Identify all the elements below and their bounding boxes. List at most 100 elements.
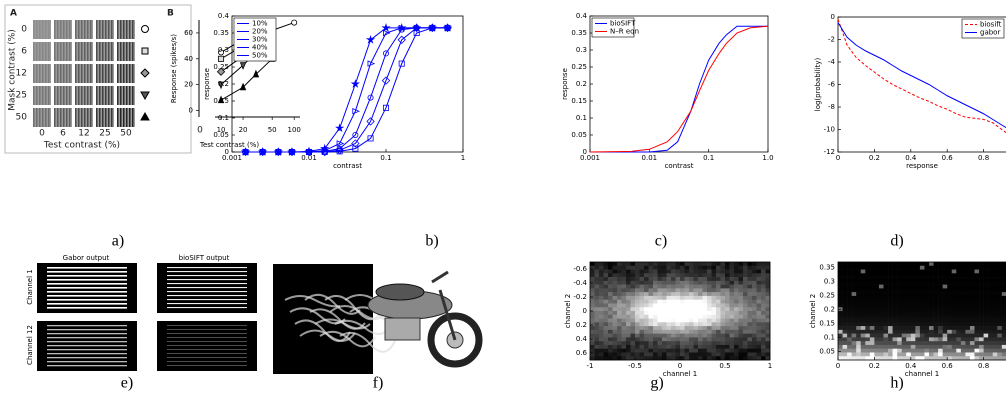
heatmap-cell: [702, 337, 708, 342]
x-tick-label: 0: [836, 362, 840, 370]
x-tick-label: 1: [768, 362, 772, 370]
heatmap-cell: [919, 288, 925, 293]
heatmap-cell: [878, 307, 884, 312]
heatmap-cell: [725, 348, 730, 353]
heatmap-cell: [929, 284, 934, 289]
heatmap-cell: [608, 322, 613, 327]
heatmap-cell: [761, 337, 766, 342]
heatmap-cell: [612, 269, 618, 274]
heatmap-cell: [648, 292, 654, 297]
heatmap-cell: [942, 277, 948, 282]
marker: [239, 82, 247, 91]
heatmap-cell: [947, 311, 953, 316]
heatmap-cell: [933, 326, 939, 331]
heatmap-cell: [734, 341, 739, 346]
heatmap-cell: [997, 265, 1003, 270]
heatmap-cell: [716, 273, 721, 278]
heatmap-cell: [860, 288, 866, 293]
heatmap-cell: [729, 295, 735, 300]
output-stripe: [47, 271, 127, 273]
heatmap-cell: [657, 341, 663, 346]
heatmap-cell: [838, 344, 843, 349]
heatmap-cell: [675, 344, 681, 349]
heatmap-cell: [1001, 269, 1006, 274]
heatmap-cell: [910, 352, 916, 357]
heatmap-cell: [947, 326, 953, 331]
edge-swirl: [319, 330, 376, 348]
heatmap-cell: [608, 273, 613, 278]
heatmap-cell: [657, 314, 663, 319]
heatmap-cell: [910, 307, 916, 312]
heatmap-cell: [960, 288, 966, 293]
heatmap-cell: [648, 303, 654, 308]
heatmap-cell: [997, 318, 1003, 323]
heatmap-cell: [590, 292, 595, 297]
output-stripe: [47, 303, 127, 305]
heatmap-cell: [960, 326, 966, 331]
heatmap-cell: [648, 341, 654, 346]
heatmap-cell: [590, 307, 595, 312]
heatmap-cell: [865, 337, 871, 342]
heatmap-cell: [720, 352, 726, 357]
heatmap-cell: [648, 333, 654, 338]
heatmap-cell: [942, 288, 948, 293]
output-stripe: [167, 357, 247, 358]
heatmap-cell: [725, 326, 730, 331]
heatmap-cell: [675, 311, 681, 316]
heatmap-cell: [842, 303, 848, 308]
heatmap-cell: [997, 307, 1003, 312]
heatmap-cell: [743, 329, 748, 334]
heatmap-cell: [738, 341, 744, 346]
heatmap-cell: [924, 303, 930, 308]
heatmap-cell: [897, 318, 902, 323]
heatmap-cell: [938, 299, 943, 304]
heatmap-cell: [933, 318, 939, 323]
heatmap-cell: [720, 344, 726, 349]
grating-patch: [75, 42, 93, 61]
heatmap-cell: [897, 288, 902, 293]
heatmap-cell: [915, 333, 921, 338]
heatmap-cell: [847, 292, 852, 297]
marker: [252, 69, 260, 78]
heatmap-cell: [657, 265, 663, 270]
heatmap-cell: [888, 344, 893, 349]
heatmap-cell: [1001, 284, 1006, 289]
heatmap-cell: [671, 299, 676, 304]
heatmap-cell: [997, 262, 1003, 267]
heatmap-cell: [594, 348, 600, 353]
heatmap-cell: [860, 299, 866, 304]
heatmap-cell: [847, 262, 852, 267]
heatmap-cell: [992, 311, 998, 316]
heatmap-cell: [851, 337, 857, 342]
heatmap-cell: [851, 314, 857, 319]
heatmap-cell: [956, 318, 962, 323]
heatmap-cell: [897, 284, 902, 289]
heatmap-cell: [617, 314, 622, 319]
marker: [398, 60, 405, 67]
heatmap-cell: [662, 307, 667, 312]
x-axis-label: Test contrast (%): [199, 141, 259, 149]
heatmap-cell: [997, 284, 1003, 289]
row-label: 50: [16, 113, 28, 123]
heatmap-cell: [951, 269, 957, 274]
heatmap-cell: [929, 356, 934, 361]
heatmap-cell: [992, 269, 998, 274]
heatmap-cell: [617, 337, 622, 342]
heatmap-cell: [974, 265, 980, 270]
heatmap-cell: [1001, 326, 1006, 331]
heatmap-cell: [621, 303, 627, 308]
heatmap-cell: [743, 322, 748, 327]
heatmap-cell: [924, 344, 930, 349]
heatmap-cell: [960, 273, 966, 278]
heatmap-cell: [617, 348, 622, 353]
heatmap-cell: [684, 337, 690, 342]
heatmap-cell: [617, 288, 622, 293]
heatmap-cell: [869, 280, 875, 285]
heatmap-cell: [725, 295, 730, 300]
heatmap-cell: [698, 284, 703, 289]
heatmap-cell: [599, 288, 604, 293]
heatmap-cell: [743, 352, 748, 357]
heatmap-cell: [919, 333, 925, 338]
heatmap-cell: [969, 273, 975, 278]
heatmap-cell: [965, 322, 971, 327]
